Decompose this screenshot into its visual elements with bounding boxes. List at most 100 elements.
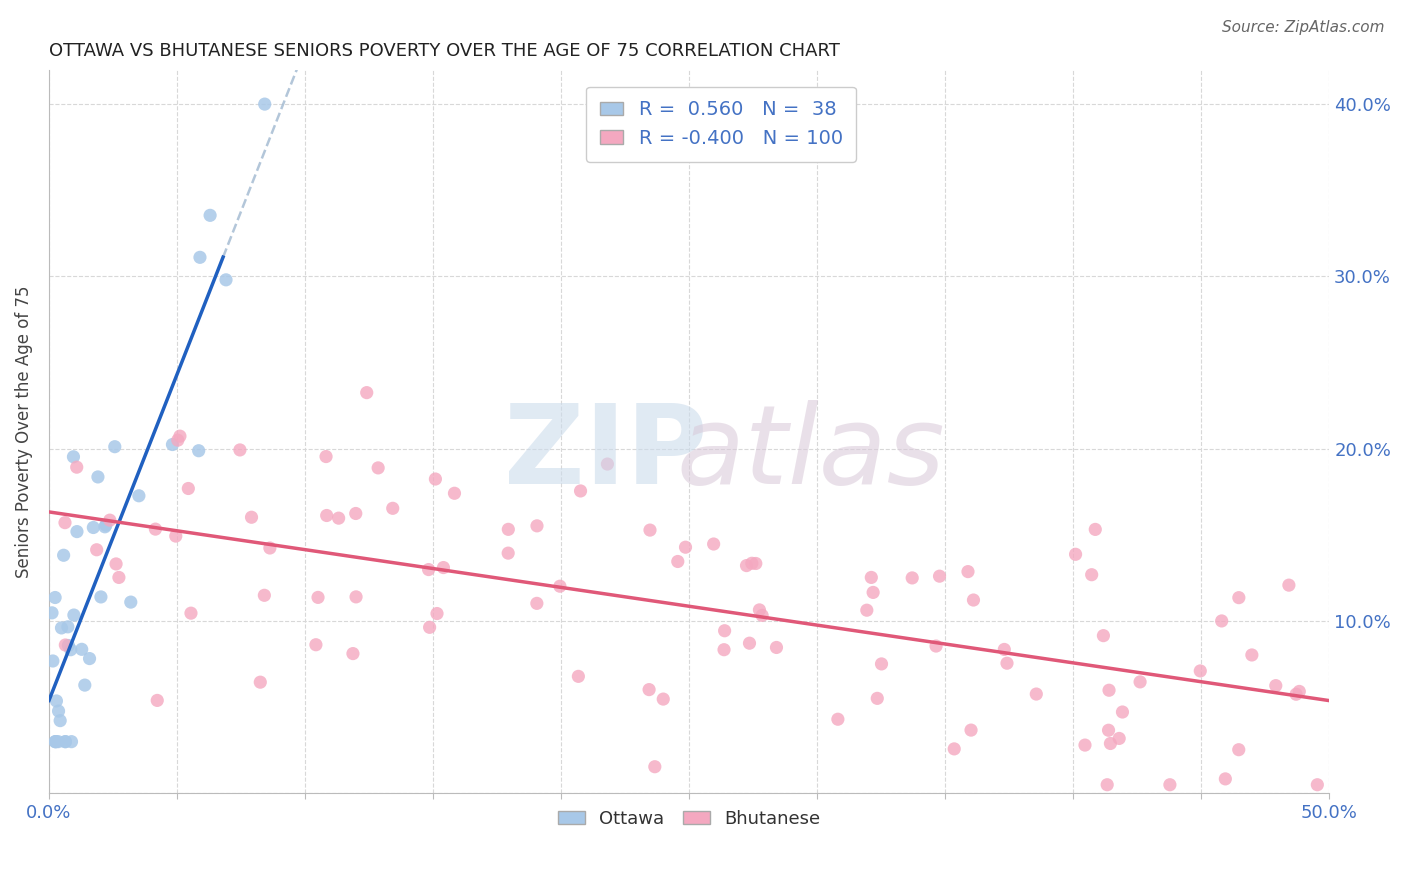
Y-axis label: Seniors Poverty Over the Age of 75: Seniors Poverty Over the Age of 75	[15, 285, 32, 578]
Point	[827, 712, 849, 726]
Point	[51, 621, 73, 635]
Point	[165, 529, 187, 543]
Point	[45, 734, 67, 748]
Point	[1111, 705, 1133, 719]
Point	[46, 734, 69, 748]
Point	[432, 560, 454, 574]
Point	[496, 546, 519, 560]
Point	[960, 723, 983, 738]
Point	[1189, 664, 1212, 678]
Point	[652, 692, 675, 706]
Point	[638, 682, 661, 697]
Point	[569, 483, 592, 498]
Point	[344, 507, 367, 521]
Point	[104, 440, 127, 454]
Text: Source: ZipAtlas.com: Source: ZipAtlas.com	[1222, 20, 1385, 35]
Point	[1240, 648, 1263, 662]
Point	[249, 675, 271, 690]
Point	[1099, 737, 1122, 751]
Point	[418, 563, 440, 577]
Point	[956, 565, 979, 579]
Point	[1288, 684, 1310, 698]
Point	[166, 433, 188, 447]
Point	[52, 548, 75, 562]
Point	[62, 450, 84, 464]
Point	[66, 460, 89, 475]
Point	[188, 250, 211, 264]
Point	[98, 513, 121, 527]
Point	[738, 636, 761, 650]
Point	[1025, 687, 1047, 701]
Point	[735, 558, 758, 573]
Point	[70, 642, 93, 657]
Point	[315, 450, 337, 464]
Point	[567, 669, 589, 683]
Point	[644, 760, 666, 774]
Point	[860, 570, 883, 584]
Point	[229, 442, 252, 457]
Point	[526, 519, 548, 533]
Point	[1098, 683, 1121, 698]
Point	[253, 97, 276, 112]
Point	[1074, 738, 1097, 752]
Point	[1215, 772, 1237, 786]
Point	[548, 579, 571, 593]
Point	[82, 520, 104, 534]
Point	[1095, 778, 1118, 792]
Point	[53, 516, 76, 530]
Point	[1129, 674, 1152, 689]
Point	[128, 489, 150, 503]
Point	[49, 714, 72, 728]
Point	[60, 734, 83, 748]
Text: ZIP: ZIP	[505, 400, 707, 507]
Point	[1306, 778, 1329, 792]
Point	[866, 691, 889, 706]
Point	[498, 522, 520, 536]
Point	[1080, 567, 1102, 582]
Point	[1159, 778, 1181, 792]
Point	[993, 642, 1015, 657]
Point	[169, 429, 191, 443]
Point	[1108, 731, 1130, 746]
Point	[741, 556, 763, 570]
Point	[666, 554, 689, 568]
Point	[45, 694, 67, 708]
Point	[862, 585, 884, 599]
Point	[1092, 629, 1115, 643]
Text: atlas: atlas	[676, 400, 945, 507]
Point	[94, 518, 117, 533]
Point	[443, 486, 465, 500]
Point	[240, 510, 263, 524]
Point	[526, 596, 548, 610]
Point	[177, 482, 200, 496]
Point	[703, 537, 725, 551]
Point	[259, 541, 281, 555]
Point	[187, 443, 209, 458]
Point	[162, 437, 184, 451]
Point	[748, 603, 770, 617]
Point	[79, 651, 101, 665]
Point	[48, 704, 70, 718]
Point	[943, 742, 966, 756]
Point	[745, 557, 768, 571]
Point	[367, 461, 389, 475]
Point	[425, 472, 447, 486]
Point	[63, 608, 86, 623]
Point	[928, 569, 950, 583]
Point	[53, 638, 76, 652]
Point	[59, 642, 82, 657]
Point	[55, 734, 77, 748]
Point	[305, 638, 328, 652]
Point	[675, 540, 697, 554]
Point	[356, 385, 378, 400]
Point	[42, 654, 65, 668]
Point	[73, 678, 96, 692]
Point	[1064, 547, 1087, 561]
Point	[426, 607, 449, 621]
Point	[180, 606, 202, 620]
Point	[145, 522, 167, 536]
Point	[108, 570, 131, 584]
Point	[66, 524, 89, 539]
Point	[198, 208, 221, 222]
Point	[381, 501, 404, 516]
